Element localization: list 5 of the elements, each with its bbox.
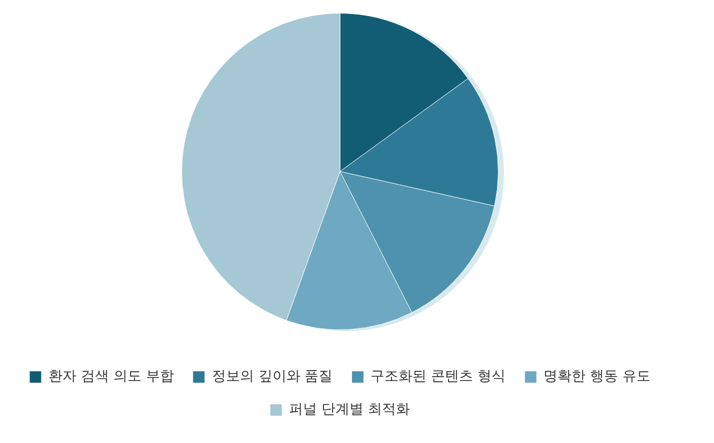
legend-label: 환자 검색 의도 부합: [48, 368, 174, 385]
legend-label: 구조화된 콘텐츠 형식: [370, 368, 506, 385]
legend-label: 명확한 행동 유도: [544, 368, 651, 385]
legend-label: 퍼널 단계별 최적화: [289, 402, 410, 418]
legend-label: 정보의 깊이와 품질: [212, 368, 333, 385]
